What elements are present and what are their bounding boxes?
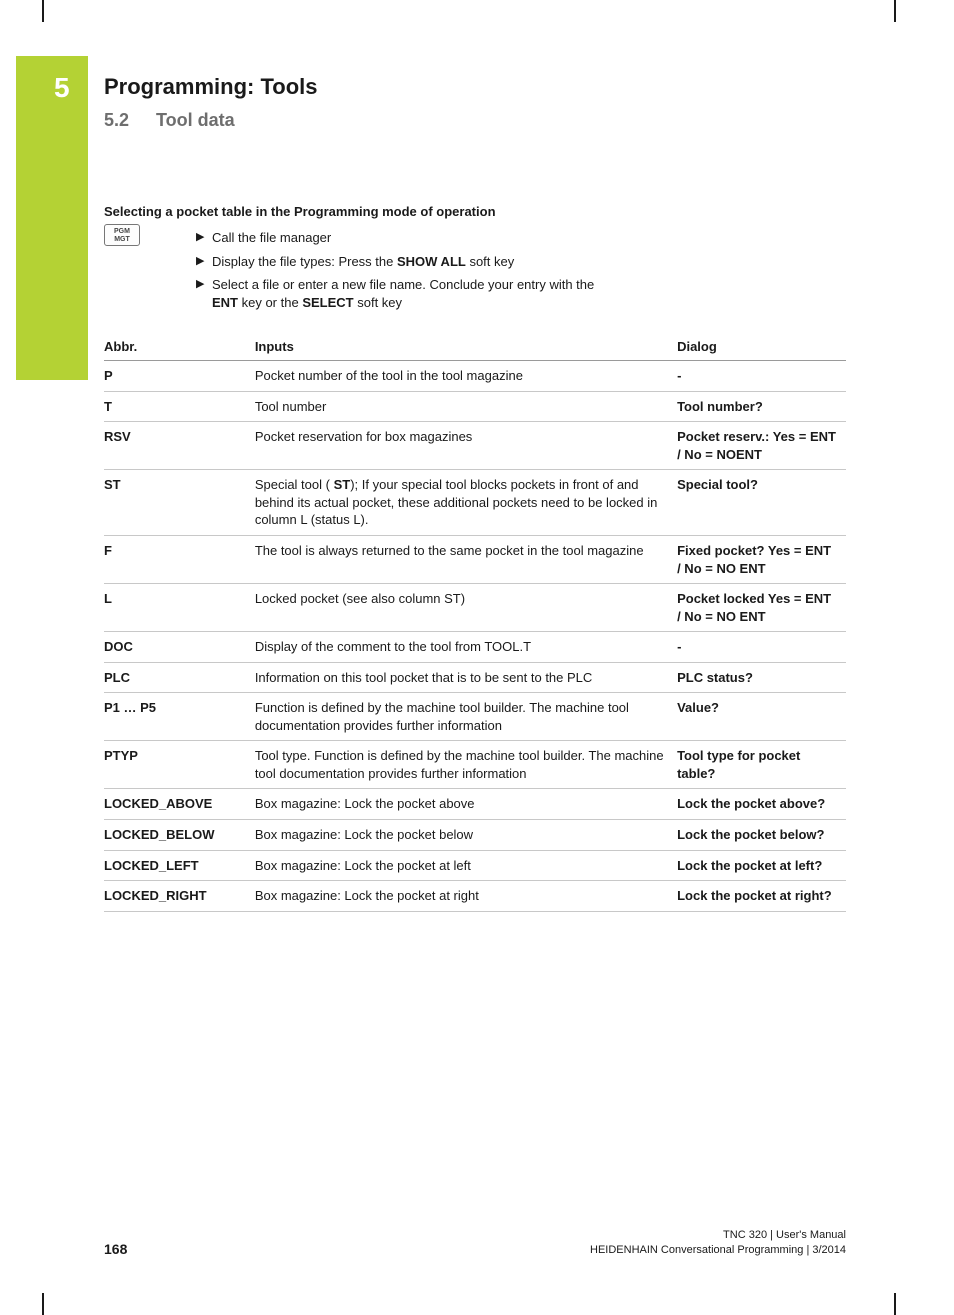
- list-item: ▶ Display the file types: Press the SHOW…: [196, 253, 616, 271]
- table-row: P1 … P5Function is defined by the machin…: [104, 693, 846, 741]
- col-header-dialog: Dialog: [677, 333, 846, 361]
- crop-mark: [894, 1293, 896, 1315]
- section-title: Tool data: [156, 110, 235, 130]
- cell-abbr: PTYP: [104, 741, 255, 789]
- cell-dialog: Lock the pocket above?: [677, 789, 846, 820]
- table-row: TTool numberTool number?: [104, 391, 846, 422]
- table-row: DOCDisplay of the comment to the tool fr…: [104, 632, 846, 663]
- tool-data-table: Abbr. Inputs Dialog PPocket number of th…: [104, 333, 846, 911]
- cell-inputs: Special tool ( ST); If your special tool…: [255, 470, 677, 536]
- cell-dialog: Value?: [677, 693, 846, 741]
- table-row: PLCInformation on this tool pocket that …: [104, 662, 846, 693]
- cell-abbr: RSV: [104, 422, 255, 470]
- cell-dialog: Tool type for pocket table?: [677, 741, 846, 789]
- triangle-icon: ▶: [196, 276, 212, 292]
- cell-dialog: Pocket reserv.: Yes = ENT / No = NOENT: [677, 422, 846, 470]
- cell-inputs: Function is defined by the machine tool …: [255, 693, 677, 741]
- cell-dialog: Tool number?: [677, 391, 846, 422]
- cell-abbr: P1 … P5: [104, 693, 255, 741]
- cell-dialog: Special tool?: [677, 470, 846, 536]
- crop-mark: [42, 1293, 44, 1315]
- cell-dialog: PLC status?: [677, 662, 846, 693]
- chapter-accent-bar: [16, 56, 88, 380]
- table-row: PPocket number of the tool in the tool m…: [104, 361, 846, 392]
- subheading: Selecting a pocket table in the Programm…: [104, 204, 846, 219]
- footer-line1: TNC 320 | User's Manual: [590, 1228, 846, 1242]
- table-row: LOCKED_LEFTBox magazine: Lock the pocket…: [104, 850, 846, 881]
- section-heading: 5.2Tool data: [104, 110, 235, 131]
- col-header-inputs: Inputs: [255, 333, 677, 361]
- cell-dialog: Lock the pocket at right?: [677, 881, 846, 912]
- list-item-text: Call the file manager: [212, 229, 616, 247]
- list-item-text: Display the file types: Press the SHOW A…: [212, 253, 616, 271]
- cell-inputs: Box magazine: Lock the pocket above: [255, 789, 677, 820]
- cell-inputs: Tool number: [255, 391, 677, 422]
- page-number: 168: [104, 1241, 127, 1257]
- page-footer: 168 TNC 320 | User's Manual HEIDENHAIN C…: [104, 1228, 846, 1257]
- cell-abbr: DOC: [104, 632, 255, 663]
- page-content: Selecting a pocket table in the Programm…: [104, 204, 846, 912]
- cell-dialog: Fixed pocket? Yes = ENT / No = NO ENT: [677, 536, 846, 584]
- instruction-list: ▶ Call the file manager ▶ Display the fi…: [196, 229, 616, 311]
- triangle-icon: ▶: [196, 253, 212, 269]
- table-row: LOCKED_BELOWBox magazine: Lock the pocke…: [104, 820, 846, 851]
- cell-dialog: Lock the pocket at left?: [677, 850, 846, 881]
- cell-dialog: -: [677, 632, 846, 663]
- cell-inputs: Information on this tool pocket that is …: [255, 662, 677, 693]
- cell-abbr: F: [104, 536, 255, 584]
- cell-abbr: T: [104, 391, 255, 422]
- table-row: LOCKED_ABOVEBox magazine: Lock the pocke…: [104, 789, 846, 820]
- table-row: STSpecial tool ( ST); If your special to…: [104, 470, 846, 536]
- col-header-abbr: Abbr.: [104, 333, 255, 361]
- cell-inputs: Tool type. Function is defined by the ma…: [255, 741, 677, 789]
- cell-dialog: -: [677, 361, 846, 392]
- list-item: ▶ Select a file or enter a new file name…: [196, 276, 616, 311]
- cell-inputs: Box magazine: Lock the pocket below: [255, 820, 677, 851]
- cell-inputs: Box magazine: Lock the pocket at left: [255, 850, 677, 881]
- cell-inputs: Display of the comment to the tool from …: [255, 632, 677, 663]
- crop-mark: [894, 0, 896, 22]
- chapter-title: Programming: Tools: [104, 74, 318, 100]
- cell-inputs: Pocket reservation for box magazines: [255, 422, 677, 470]
- section-number: 5.2: [104, 110, 156, 131]
- cell-abbr: L: [104, 584, 255, 632]
- cell-abbr: P: [104, 361, 255, 392]
- cell-inputs: The tool is always returned to the same …: [255, 536, 677, 584]
- cell-dialog: Pocket locked Yes = ENT / No = NO ENT: [677, 584, 846, 632]
- cell-abbr: LOCKED_BELOW: [104, 820, 255, 851]
- cell-inputs: Locked pocket (see also column ST): [255, 584, 677, 632]
- chapter-number: 5: [54, 72, 70, 104]
- list-item-text: Select a file or enter a new file name. …: [212, 276, 616, 311]
- list-item: ▶ Call the file manager: [196, 229, 616, 247]
- table-header-row: Abbr. Inputs Dialog: [104, 333, 846, 361]
- cell-inputs: Pocket number of the tool in the tool ma…: [255, 361, 677, 392]
- crop-mark: [42, 0, 44, 22]
- cell-dialog: Lock the pocket below?: [677, 820, 846, 851]
- cell-abbr: LOCKED_LEFT: [104, 850, 255, 881]
- cell-abbr: LOCKED_ABOVE: [104, 789, 255, 820]
- footer-meta: TNC 320 | User's Manual HEIDENHAIN Conve…: [590, 1228, 846, 1257]
- cell-abbr: ST: [104, 470, 255, 536]
- footer-line2: HEIDENHAIN Conversational Programming | …: [590, 1243, 846, 1257]
- cell-inputs: Box magazine: Lock the pocket at right: [255, 881, 677, 912]
- table-row: FThe tool is always returned to the same…: [104, 536, 846, 584]
- triangle-icon: ▶: [196, 229, 212, 245]
- table-row: PTYPTool type. Function is defined by th…: [104, 741, 846, 789]
- cell-abbr: PLC: [104, 662, 255, 693]
- table-row: LOCKED_RIGHTBox magazine: Lock the pocke…: [104, 881, 846, 912]
- cell-abbr: LOCKED_RIGHT: [104, 881, 255, 912]
- table-row: RSVPocket reservation for box magazinesP…: [104, 422, 846, 470]
- table-row: LLocked pocket (see also column ST)Pocke…: [104, 584, 846, 632]
